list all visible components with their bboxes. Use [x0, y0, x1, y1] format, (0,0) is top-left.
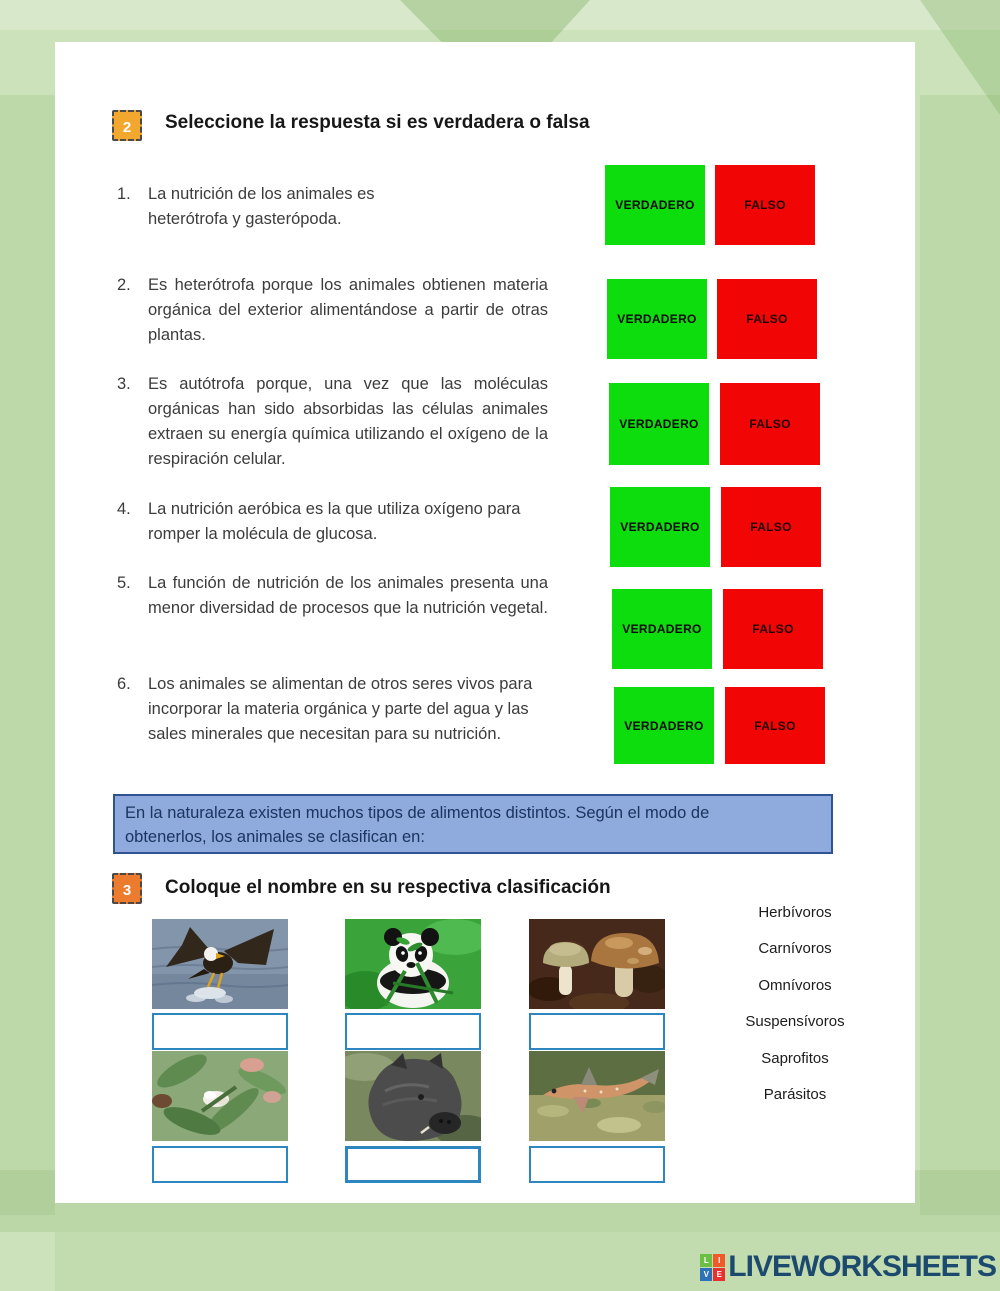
statement-4: 4. La nutrición aeróbica es la que utili… — [117, 497, 548, 547]
falso-button-1[interactable]: FALSO — [715, 165, 815, 245]
mushrooms-image — [529, 919, 665, 1009]
classification-carnivoros[interactable]: Carnívoros — [758, 940, 832, 957]
logo-letter-i: I — [713, 1253, 726, 1267]
statement-6: 6. Los animales se alimentan de otros se… — [117, 672, 548, 747]
statement-5: 5. La función de nutrición de los animal… — [117, 571, 548, 621]
answer-input-6[interactable] — [529, 1146, 665, 1183]
falso-button-5[interactable]: FALSO — [723, 589, 823, 669]
answer-input-3[interactable] — [529, 1013, 665, 1050]
statement-4-number: 4. — [117, 500, 131, 518]
background-band — [0, 95, 55, 1215]
statement-4-text: La nutrición aeróbica es la que utiliza … — [148, 500, 521, 543]
statement-3: 3. Es autótrofa porque, una vez que las … — [117, 372, 548, 472]
background-ray — [920, 0, 1000, 115]
statement-6-number: 6. — [117, 675, 131, 693]
falso-button-4[interactable]: FALSO — [721, 487, 821, 567]
logo-letter-e: E — [713, 1267, 726, 1281]
statement-1-number: 1. — [117, 185, 131, 203]
info-box-text: En la naturaleza existen muchos tipos de… — [125, 804, 710, 846]
logo-letter-v: V — [700, 1267, 713, 1281]
statement-2-text: Es heterótrofa porque los animales obtie… — [148, 276, 548, 344]
info-box: En la naturaleza existen muchos tipos de… — [113, 794, 833, 854]
liveworksheets-logo-icon: L I V E — [700, 1253, 726, 1281]
statement-5-number: 5. — [117, 574, 131, 592]
statement-3-number: 3. — [117, 375, 131, 393]
statement-3-text: Es autótrofa porque, una vez que las mol… — [148, 375, 548, 468]
statement-1: 1. La nutrición de los animales es heter… — [117, 182, 403, 232]
answer-input-1[interactable] — [152, 1013, 288, 1050]
worksheet-page: 2 Seleccione la respuesta si es verdader… — [55, 42, 915, 1203]
classification-saprofitos[interactable]: Saprofitos — [761, 1050, 829, 1067]
verdadero-button-6[interactable]: VERDADERO — [614, 687, 714, 764]
fish-image — [529, 1051, 665, 1141]
statement-6-text: Los animales se alimentan de otros seres… — [148, 675, 533, 743]
background-band — [920, 95, 1000, 1215]
answer-input-2[interactable] — [345, 1013, 481, 1050]
verdadero-button-2[interactable]: VERDADERO — [607, 279, 707, 359]
statement-2-number: 2. — [117, 276, 131, 294]
logo-letter-l: L — [700, 1253, 713, 1267]
falso-button-6[interactable]: FALSO — [725, 687, 825, 764]
classification-suspensivoros[interactable]: Suspensívoros — [745, 1013, 845, 1030]
section-3-title: Coloque el nombre en su respectiva clasi… — [165, 877, 611, 898]
answer-input-5[interactable] — [345, 1146, 481, 1183]
background-highlight — [0, 0, 1000, 30]
panda-image — [345, 919, 481, 1009]
verdadero-button-4[interactable]: VERDADERO — [610, 487, 710, 567]
section-2-badge: 2 — [112, 110, 142, 141]
eagle-image — [152, 919, 288, 1009]
classification-omnivoros[interactable]: Omnívoros — [758, 977, 832, 994]
statement-2: 2. Es heterótrofa porque los animales ob… — [117, 273, 548, 348]
liveworksheets-logo: L I V E LIVEWORKSHEETS — [700, 1250, 997, 1284]
statement-1-text: La nutrición de los animales es heterótr… — [148, 185, 375, 228]
liveworksheets-wordmark: LIVEWORKSHEETS — [728, 1250, 997, 1283]
verdadero-button-1[interactable]: VERDADERO — [605, 165, 705, 245]
classification-parasitos[interactable]: Parásitos — [763, 1086, 827, 1103]
falso-button-2[interactable]: FALSO — [717, 279, 817, 359]
section-2-title: Seleccione la respuesta si es verdadera … — [165, 112, 590, 133]
statement-5-text: La función de nutrición de los animales … — [148, 574, 548, 617]
verdadero-button-3[interactable]: VERDADERO — [609, 383, 709, 465]
wild-boar-image — [345, 1051, 481, 1141]
verdadero-button-5[interactable]: VERDADERO — [612, 589, 712, 669]
answer-input-4[interactable] — [152, 1146, 288, 1183]
section-3-badge: 3 — [112, 873, 142, 904]
falso-button-3[interactable]: FALSO — [720, 383, 820, 465]
classification-herbivoros[interactable]: Herbívoros — [758, 904, 832, 921]
plant-parasite-image — [152, 1051, 288, 1141]
